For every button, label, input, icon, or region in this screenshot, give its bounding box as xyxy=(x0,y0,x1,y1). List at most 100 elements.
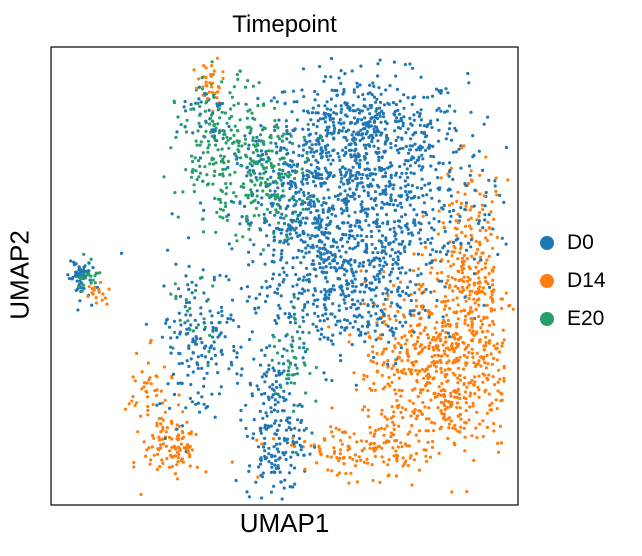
point-d0 xyxy=(477,149,481,153)
point-d0 xyxy=(339,255,343,259)
point-d0 xyxy=(288,232,292,236)
point-d14 xyxy=(469,380,473,385)
point-d14 xyxy=(209,74,213,78)
point-d14 xyxy=(394,392,398,396)
point-d14 xyxy=(157,435,161,439)
point-d14 xyxy=(372,434,376,438)
point-d0 xyxy=(336,197,340,201)
point-d14 xyxy=(455,296,459,300)
point-d0 xyxy=(380,310,384,314)
point-d0 xyxy=(432,217,436,221)
point-d14 xyxy=(470,322,475,326)
point-d14 xyxy=(436,232,440,236)
point-d0 xyxy=(363,116,367,120)
point-d0 xyxy=(429,164,433,168)
point-d0 xyxy=(384,213,389,217)
point-d14 xyxy=(490,332,495,337)
point-d0 xyxy=(504,242,508,246)
point-d14 xyxy=(375,321,379,325)
point-e20 xyxy=(273,106,277,110)
point-d0 xyxy=(301,315,305,319)
point-d14 xyxy=(420,412,424,416)
point-d14 xyxy=(399,280,403,284)
point-d14 xyxy=(477,214,481,218)
point-e20 xyxy=(300,199,305,203)
point-d0 xyxy=(392,112,396,116)
point-d0 xyxy=(258,462,263,466)
point-d14 xyxy=(175,437,179,441)
point-d14 xyxy=(157,417,161,421)
point-d0 xyxy=(256,96,260,101)
point-d0 xyxy=(314,274,318,278)
point-d0 xyxy=(435,118,440,122)
point-d14 xyxy=(424,417,429,421)
point-d0 xyxy=(481,226,485,230)
point-e20 xyxy=(210,60,214,64)
point-d0 xyxy=(422,130,427,135)
point-d0 xyxy=(399,186,403,190)
point-d0 xyxy=(317,214,321,218)
point-d0 xyxy=(463,207,467,212)
point-d0 xyxy=(160,335,164,339)
point-d14 xyxy=(417,323,421,327)
point-d0 xyxy=(279,216,283,220)
point-d0 xyxy=(382,256,386,260)
point-d0 xyxy=(393,220,397,224)
point-d0 xyxy=(337,249,341,253)
point-d0 xyxy=(302,428,306,432)
point-d0 xyxy=(273,454,277,458)
point-d0 xyxy=(324,378,328,382)
point-d0 xyxy=(263,221,267,225)
point-d0 xyxy=(353,197,357,201)
point-d14 xyxy=(332,446,336,450)
point-d0 xyxy=(279,294,283,298)
point-d0 xyxy=(337,155,341,159)
point-e20 xyxy=(246,79,250,83)
point-d0 xyxy=(483,213,487,217)
point-d14 xyxy=(132,465,136,469)
point-d14 xyxy=(399,410,403,414)
point-d0 xyxy=(359,283,363,287)
point-d0 xyxy=(398,201,402,205)
point-e20 xyxy=(212,157,216,161)
point-d14 xyxy=(484,366,488,370)
point-d14 xyxy=(459,201,463,206)
point-d14 xyxy=(466,218,471,222)
point-d0 xyxy=(310,111,314,115)
point-d0 xyxy=(305,216,309,220)
point-d14 xyxy=(469,233,473,237)
point-d0 xyxy=(258,457,262,461)
point-d0 xyxy=(211,128,215,132)
point-d0 xyxy=(451,177,455,181)
point-d0 xyxy=(314,184,318,188)
point-d0 xyxy=(428,188,432,192)
point-d0 xyxy=(296,453,300,457)
point-d0 xyxy=(469,238,473,242)
point-d14 xyxy=(450,254,454,258)
point-d0 xyxy=(258,172,262,176)
point-d14 xyxy=(484,335,488,339)
point-d0 xyxy=(331,342,335,346)
point-d0 xyxy=(393,129,397,133)
point-d0 xyxy=(449,214,453,218)
point-d0 xyxy=(370,234,374,239)
legend-item-d0: D0 xyxy=(540,224,606,262)
point-d0 xyxy=(292,163,296,167)
point-d0 xyxy=(448,161,452,165)
point-d14 xyxy=(127,402,131,406)
point-e20 xyxy=(246,193,251,197)
point-e20 xyxy=(206,150,210,154)
point-d14 xyxy=(435,271,439,275)
point-e20 xyxy=(253,183,257,187)
point-d0 xyxy=(184,332,188,336)
point-d14 xyxy=(477,395,481,399)
point-d0 xyxy=(239,408,243,413)
point-d14 xyxy=(155,393,159,398)
point-d0 xyxy=(202,291,206,295)
point-d0 xyxy=(407,242,411,246)
point-d14 xyxy=(435,336,439,340)
point-d0 xyxy=(274,380,278,384)
point-d0 xyxy=(349,120,354,125)
point-d0 xyxy=(289,427,293,431)
point-d0 xyxy=(273,213,277,217)
